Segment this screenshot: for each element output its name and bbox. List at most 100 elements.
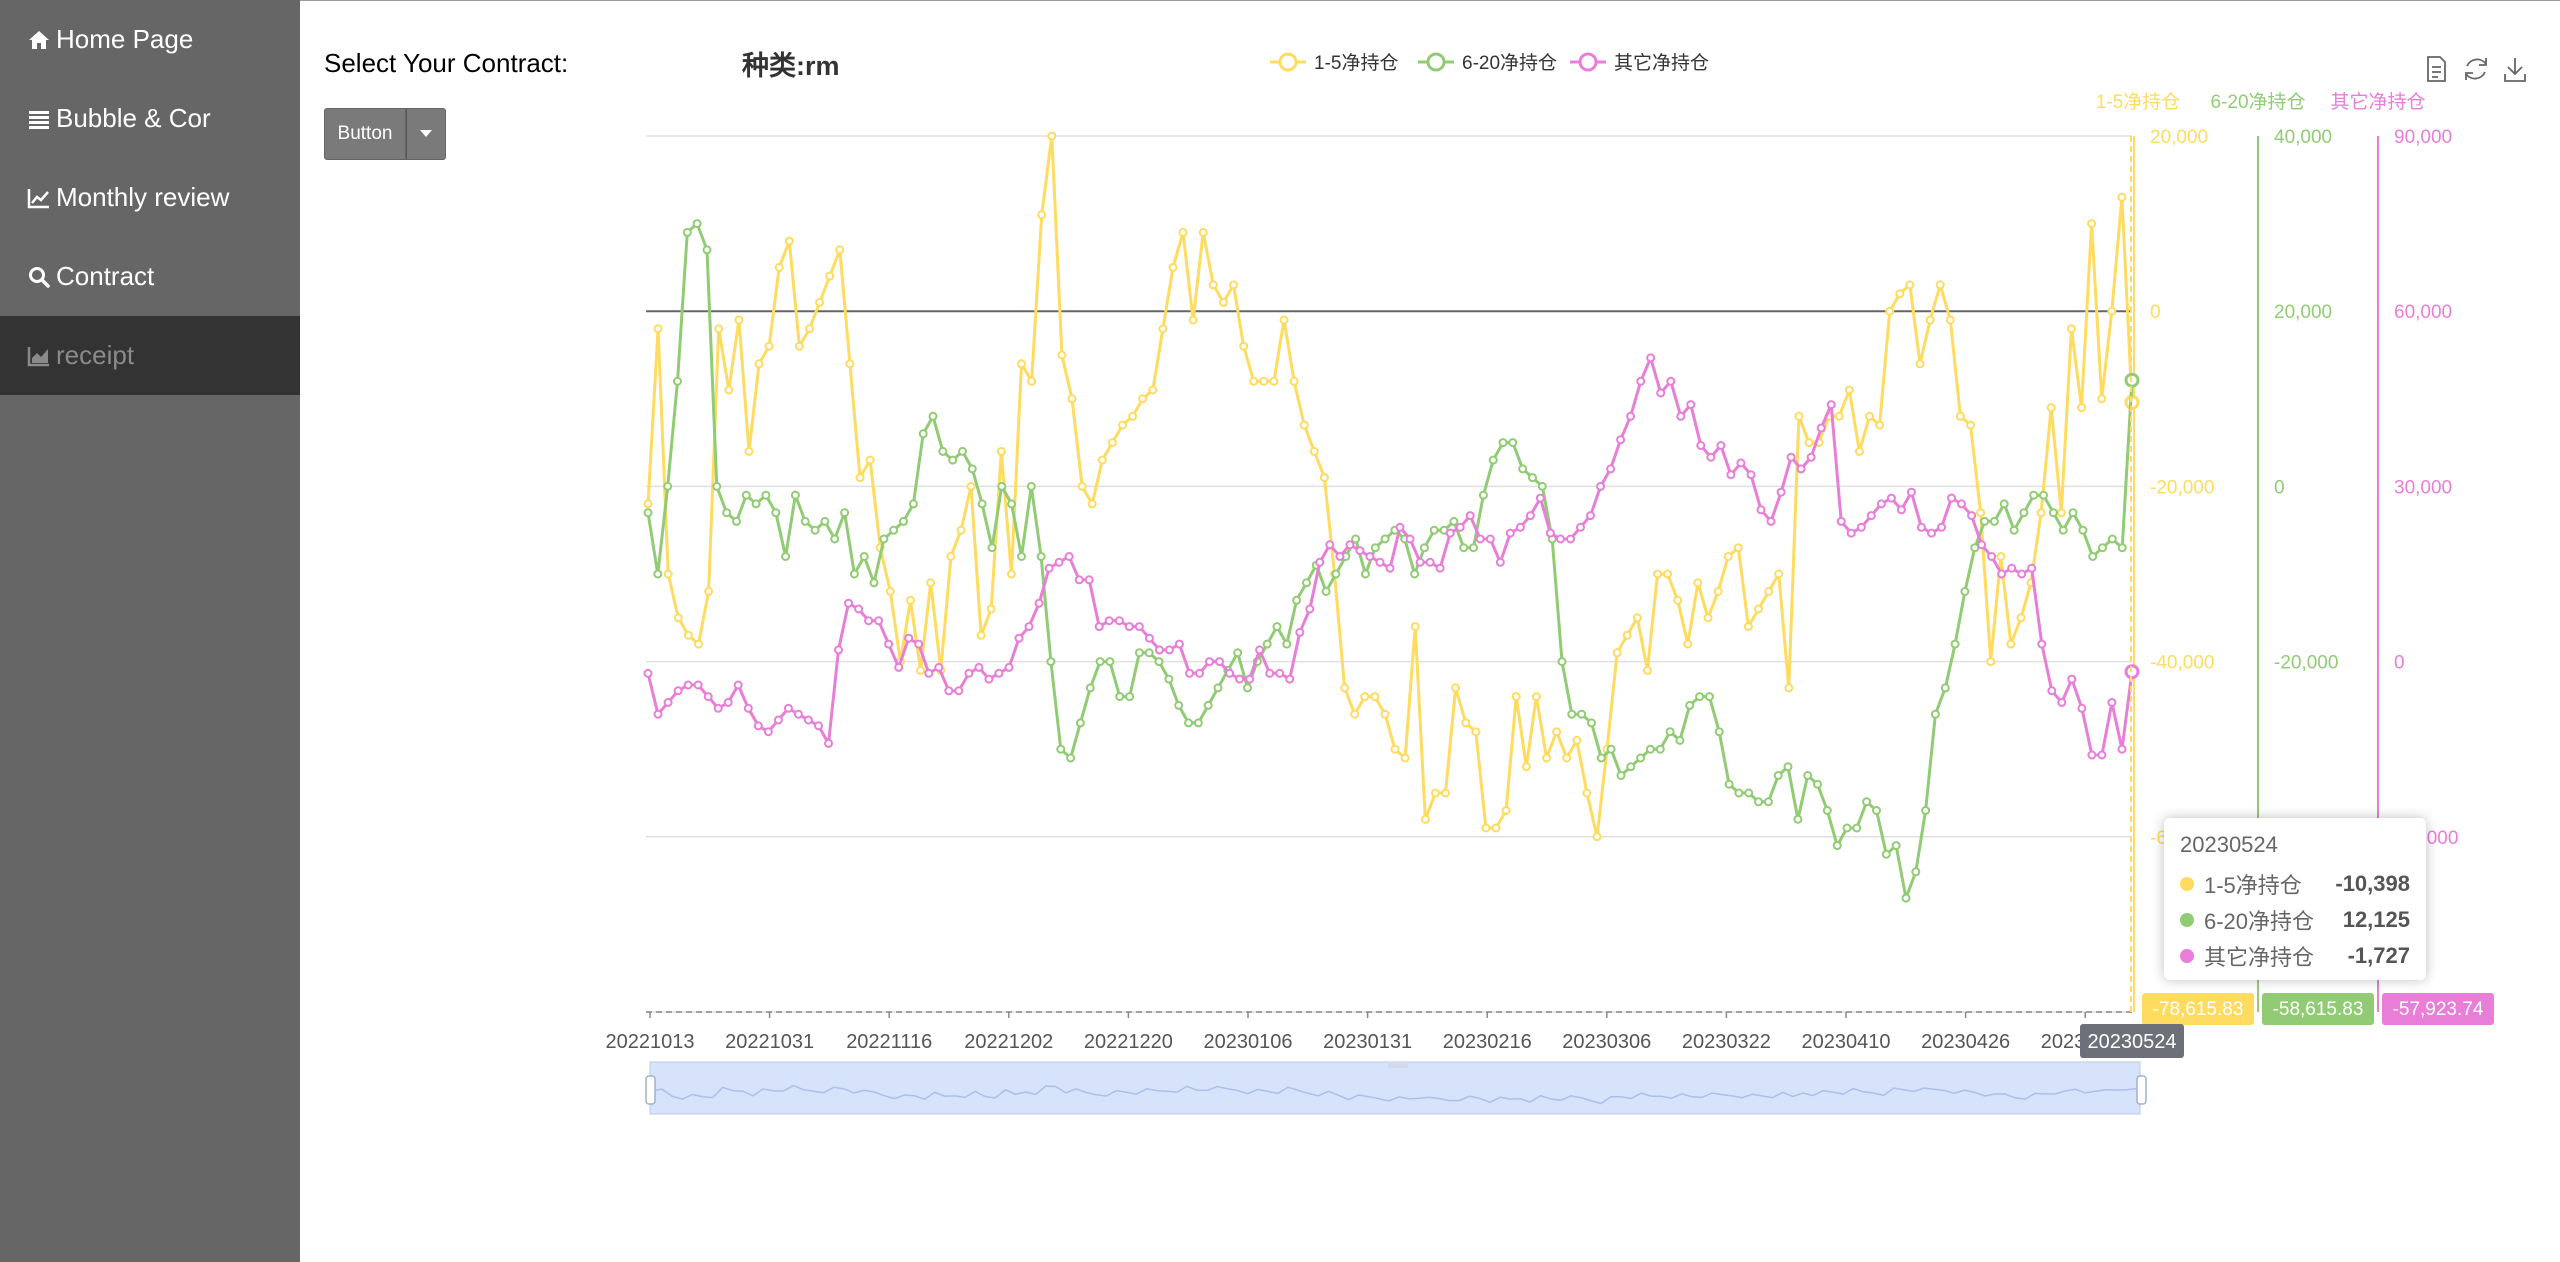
data-point	[1282, 639, 1292, 649]
list-icon	[26, 106, 52, 132]
data-point	[1816, 423, 1826, 433]
data-point	[2029, 490, 2039, 500]
data-point	[845, 359, 855, 369]
data-point	[1572, 735, 1582, 745]
sidebar-item-receipt[interactable]: receipt	[0, 316, 300, 395]
data-point	[1380, 709, 1390, 719]
line-chart-icon	[26, 185, 52, 211]
x-tick-label: 20221202	[964, 1031, 1053, 1053]
data-point	[663, 698, 673, 707]
save-image-icon-arrow	[2507, 58, 2523, 76]
data-point	[1999, 499, 2009, 509]
chart-title: 种类:rm	[742, 51, 840, 81]
data-point	[1024, 622, 1034, 632]
data-point	[773, 715, 783, 725]
data-point	[1138, 394, 1148, 404]
data-point	[946, 552, 956, 561]
data-point	[864, 616, 874, 626]
data-point	[1773, 771, 1783, 780]
data-point	[1606, 744, 1616, 754]
data-point	[1836, 516, 1846, 526]
legend-label: 1-5净持仓	[1314, 52, 1398, 74]
data-point	[2097, 750, 2107, 760]
data-point	[1459, 543, 1469, 553]
data-point	[1683, 639, 1693, 649]
data-point	[1927, 528, 1936, 538]
data-point	[2066, 324, 2076, 334]
sidebar-item-bubble[interactable]: Bubble & Cor	[0, 79, 300, 158]
data-point	[1026, 481, 1036, 491]
data-point	[1445, 528, 1455, 538]
data-point	[874, 616, 884, 626]
data-point	[743, 703, 753, 713]
data-point	[944, 686, 954, 696]
data-point	[733, 680, 743, 690]
data-point	[1586, 511, 1595, 521]
data-point	[1744, 788, 1754, 798]
x-tick-label: 20221220	[1084, 1031, 1173, 1053]
data-point	[835, 245, 845, 255]
data-point	[1916, 522, 1926, 532]
data-point	[997, 481, 1007, 491]
data-point	[948, 455, 958, 465]
data-point	[1576, 522, 1585, 532]
data-point	[1653, 569, 1662, 579]
series-line	[646, 221, 2134, 904]
data-view-icon	[2427, 56, 2446, 82]
y-tick-label: -20,000	[2274, 653, 2338, 674]
sidebar-item-contract[interactable]: Contract	[0, 237, 300, 316]
data-point	[1178, 227, 1188, 237]
data-point	[1766, 516, 1776, 526]
data-point	[894, 662, 904, 672]
y-tick-label: 20,000	[2274, 302, 2332, 323]
data-point	[1906, 487, 1916, 497]
data-point	[967, 464, 977, 474]
data-point	[815, 297, 825, 307]
x-tick-label: 20230410	[1802, 1031, 1891, 1053]
data-point	[1557, 657, 1567, 667]
data-point	[1429, 525, 1439, 535]
data-point	[1966, 420, 1975, 430]
data-point	[653, 709, 663, 719]
data-point	[753, 721, 763, 731]
data-point	[1485, 534, 1495, 544]
data-point	[1097, 455, 1107, 465]
data-point	[2107, 698, 2117, 707]
data-point	[2046, 403, 2056, 413]
data-point	[1289, 376, 1299, 386]
data-point	[1255, 645, 1265, 655]
y-axis-name: 1-5净持仓	[2096, 91, 2180, 113]
data-point	[1756, 505, 1766, 515]
data-point	[1986, 657, 1996, 667]
x-tick-label: 20221013	[606, 1031, 695, 1053]
data-point	[2009, 525, 2019, 535]
data-point	[1498, 438, 1508, 448]
data-point	[1395, 522, 1405, 532]
data-point	[2017, 569, 2027, 579]
data-point	[1164, 674, 1174, 684]
data-point	[1419, 543, 1429, 553]
contract-button[interactable]: Button	[324, 108, 406, 160]
data-point	[1168, 262, 1178, 272]
dropdown-toggle[interactable]	[406, 108, 446, 160]
data-point	[1405, 534, 1415, 544]
data-point	[1134, 648, 1144, 658]
data-point	[1734, 788, 1744, 798]
data-point	[1077, 481, 1087, 491]
data-point	[1531, 692, 1541, 702]
data-point	[1950, 639, 1960, 649]
contract-button-group: Button	[324, 108, 446, 160]
data-point	[1582, 788, 1592, 798]
data-point	[2087, 219, 2097, 229]
data-point	[663, 481, 673, 491]
data-point	[1754, 604, 1763, 614]
data-point	[1535, 493, 1545, 503]
data-point	[1905, 280, 1915, 290]
data-point	[1375, 557, 1385, 567]
sidebar-item-home[interactable]: Home Page	[0, 0, 300, 79]
zoom-preview-line	[651, 1084, 2137, 1105]
data-point	[1676, 411, 1686, 421]
sidebar-item-monthly[interactable]: Monthly review	[0, 158, 300, 237]
data-point	[1686, 400, 1696, 410]
